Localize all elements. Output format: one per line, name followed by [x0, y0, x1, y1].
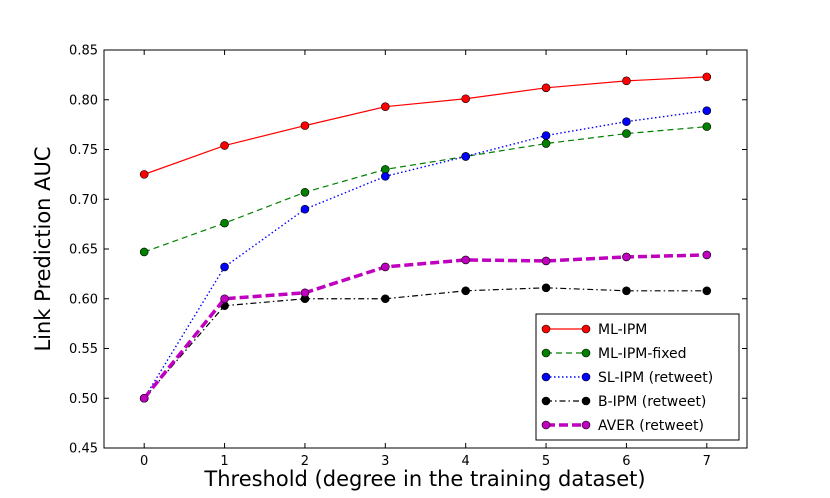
legend-marker — [581, 324, 591, 334]
legend-item: B-IPM (retweet) — [541, 394, 706, 410]
data-point — [220, 294, 229, 304]
data-point — [461, 152, 470, 161]
y-axis-label: Link Prediction AUC — [31, 146, 55, 351]
series-line — [143, 76, 707, 175]
y-tick-label: 0.45 — [69, 442, 98, 457]
y-tick-label: 0.65 — [69, 243, 98, 258]
data-point — [461, 255, 470, 265]
data-point — [139, 170, 149, 179]
y-tick-label: 0.75 — [69, 143, 98, 158]
data-point — [300, 288, 310, 298]
legend-item: SL-IPM (retweet) — [541, 370, 713, 386]
legend-marker — [541, 348, 551, 358]
data-point — [702, 122, 712, 131]
legend-label: ML-IPM — [598, 322, 647, 338]
x-tick-label: 6 — [622, 454, 630, 469]
legend-label: SL-IPM (retweet) — [598, 370, 713, 386]
data-point — [541, 139, 551, 148]
data-point — [702, 72, 712, 82]
data-point — [220, 218, 229, 228]
legend-marker — [541, 420, 551, 430]
legend-item: AVER (retweet) — [541, 418, 704, 434]
legend: ML-IPM ML-IPM-fixed SL-IPM (retweet) B-IPM … — [535, 313, 740, 441]
data-point — [622, 286, 631, 296]
data-point — [139, 393, 149, 403]
y-tick-label: 0.70 — [69, 193, 98, 208]
y-tick-label: 0.85 — [69, 44, 98, 59]
x-tick-label: 0 — [140, 454, 148, 469]
data-point — [139, 247, 149, 257]
series-line — [143, 110, 707, 399]
y-tick-label: 0.60 — [69, 292, 98, 307]
legend-marker — [581, 348, 591, 358]
series-b-ipm-retweet — [139, 283, 712, 403]
data-point — [381, 102, 390, 112]
data-point — [622, 252, 631, 262]
data-point — [300, 187, 310, 197]
data-point — [220, 141, 229, 150]
x-axis: 0 1 2 3 4 5 6 7 — [140, 50, 711, 469]
x-tick-label: 5 — [542, 454, 550, 469]
data-point — [300, 204, 310, 214]
data-point — [300, 121, 310, 130]
x-tick-label: 1 — [220, 454, 228, 469]
y-tick-label: 0.55 — [69, 342, 98, 357]
data-point — [541, 83, 551, 93]
x-tick-label: 7 — [703, 454, 711, 469]
data-point — [702, 250, 712, 260]
data-point — [381, 172, 390, 181]
legend-marker — [541, 372, 551, 382]
data-point — [622, 117, 631, 126]
x-axis-label: Threshold (degree in the training datase… — [203, 467, 645, 491]
legend-label: B-IPM (retweet) — [598, 394, 706, 410]
data-point — [461, 94, 470, 104]
y-tick-label: 0.80 — [69, 93, 98, 108]
data-point — [381, 262, 390, 272]
legend-label: ML-IPM-fixed — [598, 346, 687, 362]
legend-marker — [581, 420, 591, 430]
x-tick-label: 2 — [301, 454, 309, 469]
legend-box — [535, 313, 740, 441]
data-point — [220, 262, 229, 272]
series-line — [143, 126, 707, 253]
legend-marker — [581, 372, 591, 382]
y-axis: 0.45 0.50 0.55 0.60 0.65 0.70 0.75 0.80 0.85 — [69, 44, 747, 457]
legend-item: ML-IPM-fixed — [541, 346, 687, 362]
data-point — [622, 129, 631, 138]
legend-marker — [581, 396, 591, 406]
data-point — [541, 256, 551, 266]
series-ml-ipm — [139, 72, 712, 179]
data-point — [381, 294, 390, 304]
data-point — [622, 76, 631, 86]
legend-label: AVER (retweet) — [598, 418, 704, 434]
legend-item: ML-IPM — [541, 322, 647, 338]
x-tick-label: 3 — [381, 454, 389, 469]
data-point — [702, 286, 712, 296]
legend-marker — [541, 396, 551, 406]
data-point — [702, 106, 712, 115]
series-line — [143, 287, 707, 399]
data-point — [541, 283, 551, 293]
series-layer — [139, 72, 712, 403]
series-sl-ipm-retweet — [139, 106, 712, 403]
data-point — [541, 131, 551, 140]
data-point — [461, 286, 470, 296]
x-tick-label: 4 — [462, 454, 470, 469]
series-line — [142, 253, 707, 400]
series-aver-retweet — [139, 250, 712, 403]
y-tick-label: 0.50 — [69, 392, 98, 407]
legend-marker — [541, 324, 551, 334]
